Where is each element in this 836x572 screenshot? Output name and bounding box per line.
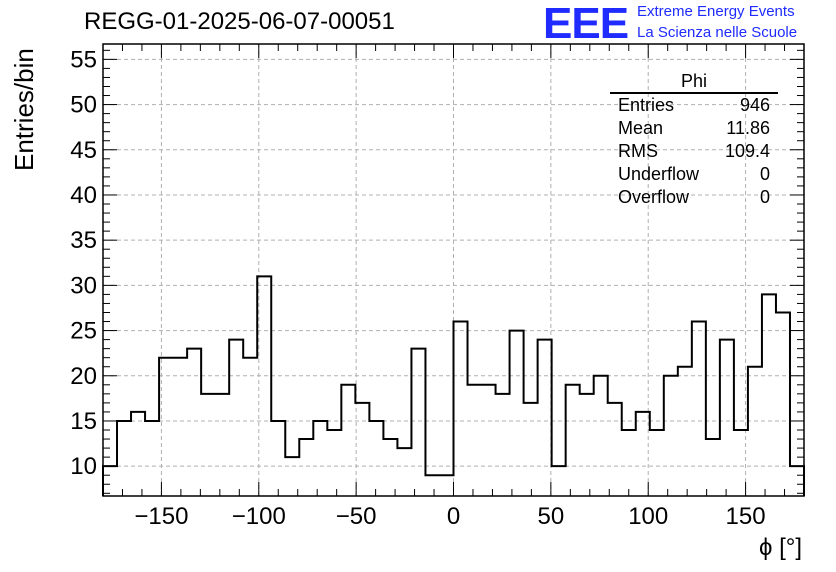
stats-label: Mean	[618, 118, 664, 138]
histogram-bin	[790, 466, 804, 496]
stats-value: 946	[739, 95, 770, 115]
stats-row-entries: Entries 946	[610, 94, 778, 117]
histogram-bin	[748, 367, 762, 496]
histogram-bin	[425, 475, 439, 496]
stats-value: 0	[759, 164, 770, 184]
y-tick-label: 30	[70, 272, 97, 299]
histogram-bin	[454, 322, 468, 496]
histogram-bin	[510, 331, 524, 496]
histogram-bin	[215, 394, 229, 496]
histogram-bin	[411, 349, 425, 496]
y-tick-label: 45	[70, 137, 97, 164]
histogram-bin	[762, 294, 776, 496]
y-tick-label: 20	[70, 363, 97, 390]
histogram-bin	[243, 358, 257, 496]
stats-label: Overflow	[618, 187, 690, 207]
histogram-bin	[720, 340, 734, 496]
histogram-bin	[355, 403, 369, 496]
histogram-bin	[496, 394, 510, 496]
stats-label: RMS	[618, 141, 658, 161]
stats-label: Underflow	[618, 164, 700, 184]
stats-value: 0	[759, 187, 770, 207]
x-tick-label: 50	[538, 503, 565, 530]
y-tick-label: 40	[70, 182, 97, 209]
histogram-bin	[622, 430, 636, 496]
y-tick-label: 15	[70, 408, 97, 435]
histogram-bin	[187, 349, 201, 496]
histogram-bin	[397, 448, 411, 496]
histogram-bin	[538, 340, 552, 496]
histogram-bin	[271, 421, 285, 496]
brand-line-2: La Scienza nelle Scuole	[637, 24, 798, 41]
stats-row-rms: RMS 109.4	[610, 140, 778, 163]
x-tick-label: −100	[232, 503, 286, 530]
histogram-bin	[327, 430, 341, 496]
y-tick-label: 55	[70, 46, 97, 73]
histogram-bin	[678, 367, 692, 496]
stats-title: Phi	[610, 70, 778, 94]
stats-value: 11.86	[726, 118, 770, 138]
histogram-bin	[201, 394, 215, 496]
histogram-bin	[285, 457, 299, 496]
histogram-bin	[594, 376, 608, 496]
histogram-bin	[159, 358, 173, 496]
stats-box: Phi Entries 946 Mean 11.86 RMS 109.4 Und…	[610, 70, 778, 209]
histogram-bin	[299, 439, 313, 496]
histogram-bin	[650, 430, 664, 496]
histogram-bin	[341, 385, 355, 496]
histogram-bin	[566, 385, 580, 496]
histogram-bin	[776, 312, 790, 496]
histogram-bin	[257, 276, 271, 496]
stats-row-overflow: Overflow 0	[610, 186, 778, 209]
histogram-bin	[369, 421, 383, 496]
y-tick-label: 10	[70, 453, 97, 480]
histogram-bin	[734, 430, 748, 496]
x-tick-label: −50	[336, 503, 377, 530]
histogram-outline	[102, 275, 805, 496]
y-axis-label: Entries/bin	[9, 48, 39, 171]
histogram-bin	[103, 466, 117, 496]
histogram-bin	[552, 466, 566, 496]
histogram-bin	[173, 358, 187, 496]
histogram-bin	[664, 376, 678, 496]
stats-label: Entries	[618, 95, 675, 115]
x-axis-label: ϕ [°]	[758, 534, 802, 561]
histogram-bin	[145, 421, 159, 496]
histogram-bin	[229, 340, 243, 496]
y-tick-label: 35	[70, 227, 97, 254]
x-tick-label: −150	[134, 503, 188, 530]
stats-row-underflow: Underflow 0	[610, 163, 778, 186]
histogram-bin	[580, 394, 594, 496]
histogram-bin	[482, 385, 496, 496]
stats-value: 109.4	[724, 141, 770, 161]
y-tick-label: 25	[70, 318, 97, 345]
x-tick-label: 150	[726, 503, 766, 530]
histogram-bin	[706, 439, 720, 496]
histogram-bin	[636, 412, 650, 496]
histogram-bin	[117, 421, 131, 496]
x-tick-label: 0	[447, 503, 460, 530]
histogram-bin	[313, 421, 327, 496]
eee-logo: EEE	[543, 0, 629, 48]
brand-line-1: Extreme Energy Events	[637, 3, 795, 20]
y-tick-label: 50	[70, 92, 97, 119]
histogram-bin	[608, 403, 622, 496]
histogram-bin	[439, 475, 453, 496]
histogram-bin	[468, 385, 482, 496]
histogram-bin	[524, 403, 538, 496]
histogram-bin	[692, 322, 706, 496]
stats-row-mean: Mean 11.86	[610, 117, 778, 140]
histogram-bin	[131, 412, 145, 496]
x-tick-label: 100	[628, 503, 668, 530]
chart-title: REGG-01-2025-06-07-00051	[84, 8, 395, 35]
histogram-bin	[383, 439, 397, 496]
